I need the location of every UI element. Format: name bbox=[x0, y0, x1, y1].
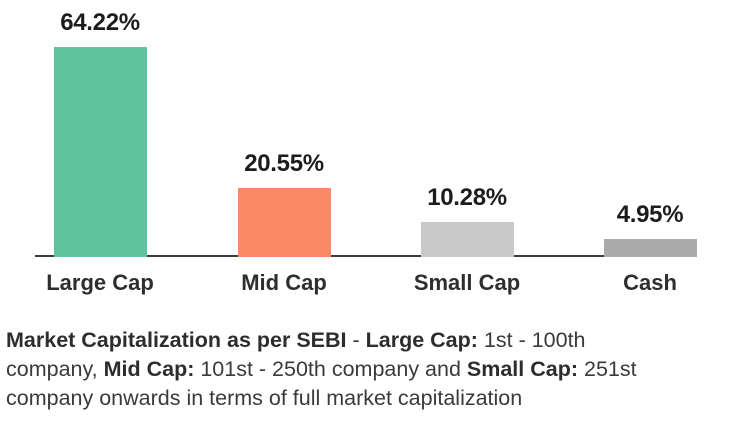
footnote-segment: - bbox=[346, 328, 366, 352]
market-cap-bar-chart: 64.22% Large Cap 20.55% Mid Cap 10.28% Small … bbox=[35, 0, 697, 295]
footnote-line: company, Mid Cap: 101st - 250th company … bbox=[6, 355, 728, 384]
sebi-footnote: Market Capitalization as per SEBI - Larg… bbox=[6, 326, 728, 413]
footnote-segment: 101st - 250th company and bbox=[194, 357, 467, 381]
value-label: 20.55% bbox=[244, 150, 324, 177]
footnote-segment: 251st bbox=[578, 357, 637, 381]
bar-group-large-cap: 64.22% bbox=[53, 0, 147, 257]
bar-group-mid-cap: 20.55% bbox=[237, 0, 331, 257]
footnote-line: Market Capitalization as per SEBI - Larg… bbox=[6, 326, 728, 355]
footnote-line: company onwards in terms of full market … bbox=[6, 384, 728, 413]
category-label: Mid Cap bbox=[241, 270, 327, 295]
footnote-segment: company, bbox=[6, 357, 104, 381]
bar-group-cash: 4.95% bbox=[603, 0, 697, 257]
category-label: Small Cap bbox=[413, 270, 521, 295]
bar bbox=[603, 239, 697, 257]
category-label: Large Cap bbox=[46, 270, 154, 295]
bar bbox=[237, 188, 331, 257]
footnote-bold-segment: Small Cap: bbox=[466, 357, 579, 381]
footnote-segment: company onwards in terms of full market … bbox=[6, 386, 523, 410]
value-label: 64.22% bbox=[60, 9, 140, 36]
footnote-bold-segment: Mid Cap: bbox=[103, 357, 195, 381]
bar bbox=[420, 222, 514, 257]
value-label: 10.28% bbox=[427, 184, 507, 211]
x-axis-line bbox=[35, 255, 697, 257]
bar-group-small-cap: 10.28% bbox=[420, 0, 514, 257]
value-label: 4.95% bbox=[616, 201, 684, 228]
footnote-segment: 1st - 100th bbox=[477, 328, 586, 352]
category-label: Cash bbox=[623, 270, 677, 295]
footnote-bold-segment: Market Capitalization as per SEBI bbox=[6, 328, 347, 352]
bar bbox=[53, 47, 147, 257]
footnote-bold-segment: Large Cap: bbox=[365, 328, 478, 352]
